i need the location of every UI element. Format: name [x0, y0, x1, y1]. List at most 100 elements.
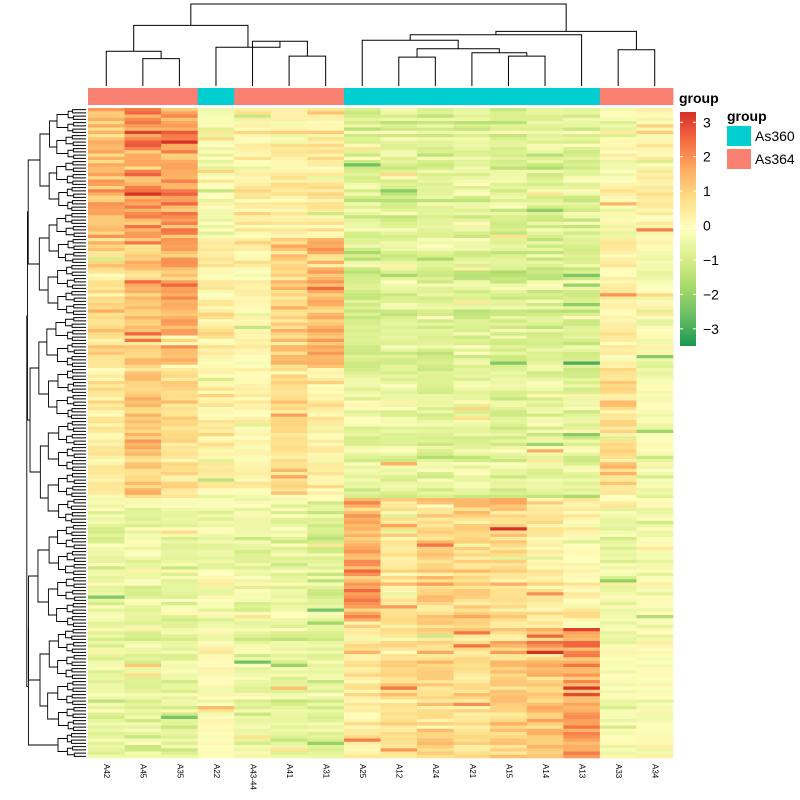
heatmap-cell: [599, 364, 637, 369]
heatmap-cell: [453, 556, 491, 561]
heatmap-cell: [526, 416, 564, 421]
heatmap-cell: [417, 257, 454, 262]
heatmap-cell: [636, 598, 674, 603]
heatmap-cell: [197, 111, 235, 115]
dendrogram-branch: [67, 123, 74, 132]
heatmap-cell: [270, 364, 308, 369]
heatmap-cell: [343, 706, 381, 710]
heatmap-cell: [599, 563, 637, 567]
heatmap-cell: [161, 608, 198, 613]
heatmap-cell: [307, 735, 345, 739]
dendrogram-branch: [57, 530, 67, 544]
heatmap-cell: [380, 241, 418, 245]
heatmap-cell: [636, 225, 674, 229]
heatmap-cell: [307, 189, 345, 193]
heatmap-cell: [161, 286, 198, 291]
heatmap-cell: [343, 296, 381, 301]
heatmap-cell: [453, 550, 491, 554]
heatmap-cell: [343, 449, 381, 453]
heatmap-cell: [161, 631, 198, 635]
heatmap-cell: [490, 264, 528, 268]
heatmap-cell: [88, 754, 125, 759]
heatmap-cell: [490, 332, 528, 336]
heatmap-cell: [453, 667, 491, 671]
heatmap-cell: [526, 316, 564, 320]
heatmap-cell: [453, 355, 491, 359]
heatmap-cell: [88, 358, 125, 362]
heatmap-cell: [599, 186, 637, 190]
heatmap-cell: [307, 114, 345, 119]
heatmap-cell: [343, 530, 381, 535]
heatmap-cell: [453, 338, 491, 343]
heatmap-cell: [453, 475, 491, 479]
heatmap-cell: [636, 647, 674, 652]
heatmap-cell: [270, 592, 308, 596]
heatmap-cell: [636, 429, 674, 434]
heatmap-cell: [636, 189, 674, 193]
heatmap-cell: [490, 546, 528, 551]
heatmap-cell: [636, 338, 674, 343]
heatmap-cell: [124, 306, 162, 310]
heatmap-cell: [599, 238, 637, 242]
dendrogram-branch: [71, 388, 86, 393]
heatmap-cell: [197, 416, 235, 421]
heatmap-cell: [234, 208, 272, 213]
heatmap-cell: [197, 455, 235, 460]
heatmap-cell: [270, 524, 308, 528]
heatmap-cell: [234, 585, 272, 590]
heatmap-cell: [197, 751, 235, 756]
heatmap-cell: [380, 712, 418, 717]
heatmap-cell: [270, 160, 308, 164]
heatmap-cell: [124, 585, 162, 590]
heatmap-cell: [417, 176, 454, 180]
heatmap-cell: [417, 384, 454, 388]
heatmap-cell: [307, 738, 345, 743]
heatmap-cell: [234, 202, 272, 206]
heatmap-cell: [599, 228, 637, 232]
heatmap-cell: [234, 481, 272, 486]
heatmap-cell: [124, 550, 162, 554]
heatmap-cell: [490, 670, 528, 674]
heatmap-cell: [417, 147, 454, 151]
heatmap-cell: [563, 140, 601, 145]
heatmap-cell: [343, 488, 381, 492]
heatmap-cell: [197, 442, 235, 447]
heatmap-cell: [270, 117, 308, 122]
heatmap-cell: [88, 195, 125, 200]
heatmap-cell: [563, 264, 601, 268]
heatmap-cell: [636, 517, 674, 522]
heatmap-cell: [417, 215, 454, 219]
dendrogram-branch: [73, 453, 86, 458]
heatmap-cell: [307, 147, 345, 151]
heatmap-cell: [380, 605, 418, 609]
heatmap-cell: [380, 179, 418, 184]
heatmap-cell: [270, 602, 308, 606]
heatmap-cell: [599, 579, 637, 583]
heatmap-cell: [124, 446, 162, 450]
dendrogram-branch: [72, 330, 86, 335]
column-label: A43-44: [248, 764, 257, 790]
dendrogram-branch: [73, 544, 86, 549]
heatmap-cell: [526, 332, 564, 336]
heatmap-cell: [307, 546, 345, 551]
heatmap-cell: [417, 241, 454, 245]
heatmap-cell: [417, 641, 454, 645]
heatmap-cell: [417, 550, 454, 554]
heatmap-cell: [453, 322, 491, 327]
heatmap-cell: [526, 303, 564, 307]
heatmap-cell: [380, 475, 418, 479]
heatmap-cell: [563, 576, 601, 580]
heatmap-cell: [161, 309, 198, 314]
heatmap-cell: [88, 286, 125, 291]
heatmap-cell: [88, 722, 125, 726]
heatmap-cell: [526, 179, 564, 184]
heatmap-cell: [161, 615, 198, 619]
heatmap-cell: [490, 524, 528, 528]
annotation-cell: [599, 88, 637, 105]
heatmap-cell: [453, 293, 491, 297]
heatmap-cell: [526, 358, 564, 362]
heatmap-cell: [88, 696, 125, 700]
heatmap-cell: [307, 618, 345, 622]
heatmap-cell: [490, 673, 528, 678]
heatmap-cell: [88, 231, 125, 236]
